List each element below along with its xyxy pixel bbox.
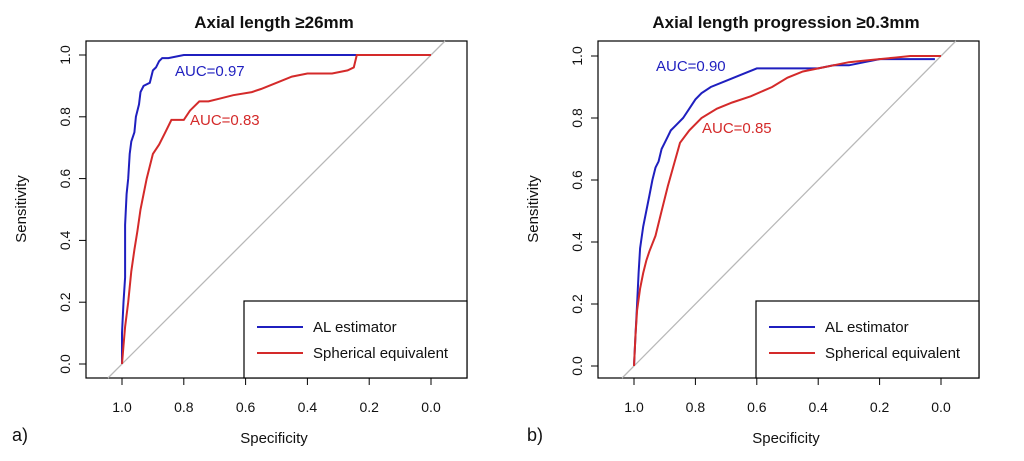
x-tick-label: 0.2 bbox=[359, 399, 379, 415]
legend-box bbox=[755, 300, 980, 379]
roc-curve-spherical-equivalent bbox=[633, 55, 941, 367]
x-tick-label: 0.4 bbox=[298, 399, 318, 415]
y-axis-label: Sensitivity bbox=[13, 175, 30, 243]
x-axis-label: Specificity bbox=[240, 430, 308, 447]
y-tick-label: 0.6 bbox=[569, 170, 585, 190]
x-tick-label: 0.0 bbox=[421, 399, 441, 415]
y-tick-label: 0.0 bbox=[57, 354, 73, 374]
y-tick-label: 0.0 bbox=[569, 356, 585, 376]
x-tick-label: 0.6 bbox=[747, 399, 767, 415]
y-tick-label: 0.8 bbox=[57, 107, 73, 127]
y-axis-label: Sensitivity bbox=[525, 175, 542, 243]
y-tick-label: 0.4 bbox=[57, 230, 73, 250]
roc-curve-spherical-equivalent bbox=[121, 54, 431, 365]
auc-label-spherical-equivalent: AUC=0.85 bbox=[702, 120, 772, 137]
y-tick-label: 0.2 bbox=[57, 292, 73, 312]
legend-label-spherical-equivalent: Spherical equivalent bbox=[825, 345, 961, 362]
y-tick-label: 0.8 bbox=[569, 108, 585, 128]
y-tick-label: 1.0 bbox=[57, 45, 73, 65]
legend-label-spherical-equivalent: Spherical equivalent bbox=[313, 345, 449, 362]
legend: AL estimator Spherical equivalent bbox=[755, 300, 980, 379]
roc-panel-a: Axial length ≥26mm 0.0 0.2 0.4 0.6 0.8 1.0 1.… bbox=[12, 13, 468, 447]
auc-label-al-estimator: AUC=0.90 bbox=[656, 58, 726, 75]
y-tick-label: 0.6 bbox=[57, 169, 73, 189]
y-tick-label: 0.4 bbox=[569, 232, 585, 252]
panel-label: b) bbox=[527, 425, 543, 445]
y-tick-label: 0.2 bbox=[569, 294, 585, 314]
x-axis-label: Specificity bbox=[752, 430, 820, 447]
auc-label-spherical-equivalent: AUC=0.83 bbox=[190, 112, 260, 129]
reference-diagonal bbox=[621, 40, 957, 379]
roc-panel-b: Axial length progression ≥0.3mm 0.0 0.2 0.… bbox=[525, 13, 980, 447]
x-tick-label: 0.2 bbox=[870, 399, 890, 415]
legend-label-al-estimator: AL estimator bbox=[825, 319, 909, 336]
legend: AL estimator Spherical equivalent bbox=[243, 300, 468, 379]
x-tick-label: 0.4 bbox=[808, 399, 828, 415]
legend-box bbox=[243, 300, 468, 379]
x-tick-label: 1.0 bbox=[112, 399, 132, 415]
y-tick-label: 1.0 bbox=[569, 46, 585, 66]
chart-title: Axial length progression ≥0.3mm bbox=[652, 13, 919, 32]
x-tick-label: 1.0 bbox=[624, 399, 644, 415]
x-tick-label: 0.6 bbox=[236, 399, 256, 415]
panel-label: a) bbox=[12, 425, 28, 445]
legend-label-al-estimator: AL estimator bbox=[313, 319, 397, 336]
roc-curve-al-estimator bbox=[121, 54, 431, 364]
chart-title: Axial length ≥26mm bbox=[194, 13, 354, 32]
reference-diagonal bbox=[107, 40, 446, 379]
auc-label-al-estimator: AUC=0.97 bbox=[175, 63, 245, 80]
x-tick-label: 0.8 bbox=[686, 399, 706, 415]
x-tick-label: 0.8 bbox=[174, 399, 194, 415]
x-tick-label: 0.0 bbox=[931, 399, 951, 415]
